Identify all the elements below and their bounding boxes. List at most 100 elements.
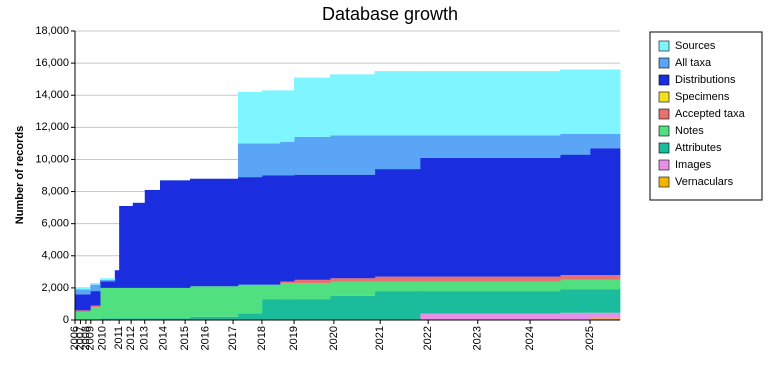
area-step (100, 287, 116, 319)
area-step (114, 287, 120, 319)
area-step (279, 141, 295, 176)
area-step (114, 270, 120, 288)
area-step (279, 90, 295, 142)
area-step (560, 279, 591, 290)
area-step (560, 289, 591, 313)
x-tick-label: 2013 (139, 326, 151, 350)
area-step (590, 133, 621, 149)
x-tick-label: 2020 (328, 326, 340, 350)
area-step (119, 318, 134, 320)
area-step (294, 136, 331, 175)
x-tick-label: 2008 (80, 326, 92, 350)
area-step (75, 289, 91, 295)
area-step (119, 206, 134, 288)
area-step (75, 311, 91, 320)
area-step (261, 284, 281, 300)
area-step (374, 276, 421, 282)
area-step (237, 313, 263, 320)
area-step (90, 284, 101, 292)
area-step (330, 295, 376, 320)
y-tick-label: 4,000 (41, 250, 69, 262)
area-step (279, 175, 295, 282)
area-step (261, 299, 281, 320)
x-tick-label: 2011 (113, 326, 125, 350)
y-tick-label: 10,000 (35, 153, 69, 165)
area-step (294, 283, 331, 300)
area-step (114, 318, 120, 320)
legend-swatch (658, 91, 670, 103)
area-step (294, 77, 331, 137)
legend-swatch (658, 74, 670, 86)
legend-label: Notes (675, 125, 704, 137)
area-step (160, 318, 191, 320)
area-step (374, 135, 421, 170)
x-tick-label: 2022 (422, 326, 434, 350)
x-tick-label: 2014 (158, 326, 170, 350)
area-step (144, 189, 161, 288)
area-step (419, 291, 561, 314)
legend-swatch (658, 57, 670, 69)
area-step (237, 92, 263, 144)
area-step (590, 279, 621, 290)
area-step (374, 169, 421, 277)
x-tick-label: 2015 (179, 326, 191, 350)
legend-label: Images (675, 159, 712, 171)
y-tick-label: 8,000 (41, 185, 69, 197)
x-tick-label: 2017 (227, 326, 239, 350)
area-step (590, 275, 621, 280)
x-tick-label: 2012 (125, 326, 137, 350)
area-step (100, 318, 116, 320)
x-tick-label: 2010 (97, 326, 109, 350)
legend-swatch (658, 142, 670, 154)
legend-label: Attributes (675, 142, 722, 154)
area-step (330, 278, 376, 282)
x-tick-label: 2021 (374, 326, 386, 350)
area-step (132, 287, 146, 319)
area-step (419, 276, 561, 282)
area-step (75, 310, 91, 312)
legend-label: Sources (675, 40, 716, 52)
area-step (590, 318, 621, 320)
area-step (189, 178, 239, 287)
area-step (419, 135, 561, 158)
area-step (90, 305, 101, 308)
area-step (294, 299, 331, 320)
area-step (419, 71, 561, 136)
legend-swatch (658, 40, 670, 52)
area-step (132, 202, 146, 288)
area-step (279, 281, 295, 284)
y-tick-label: 0 (63, 314, 69, 326)
area-step (560, 133, 591, 155)
area-step (189, 316, 239, 320)
legend-label: All taxa (675, 57, 712, 69)
area-step (374, 71, 421, 136)
area-step (330, 281, 376, 296)
area-step (419, 313, 561, 320)
area-step (75, 294, 91, 311)
legend-swatch (658, 159, 670, 171)
area-step (294, 279, 331, 284)
x-tick-label: 2025 (584, 326, 596, 350)
legend-swatch (658, 108, 670, 120)
area-step (90, 307, 101, 320)
area-step (279, 299, 295, 320)
area-step (590, 69, 621, 134)
x-tick-label: 2024 (524, 326, 536, 350)
area-step (261, 143, 281, 176)
x-tick-label: 2019 (288, 326, 300, 350)
area-step (374, 281, 421, 292)
area-step (590, 312, 621, 319)
x-tick-label: 2023 (472, 326, 484, 350)
legend-label: Distributions (675, 74, 736, 86)
area-step (590, 289, 621, 313)
area-step (419, 157, 561, 277)
legend-label: Specimens (675, 91, 730, 103)
x-tick-label: 2007 (74, 326, 86, 350)
y-tick-label: 18,000 (35, 25, 69, 37)
area-step (144, 318, 161, 320)
area-step (330, 174, 376, 279)
area-step (189, 286, 239, 317)
area-step (330, 74, 376, 136)
area-step (90, 291, 101, 306)
